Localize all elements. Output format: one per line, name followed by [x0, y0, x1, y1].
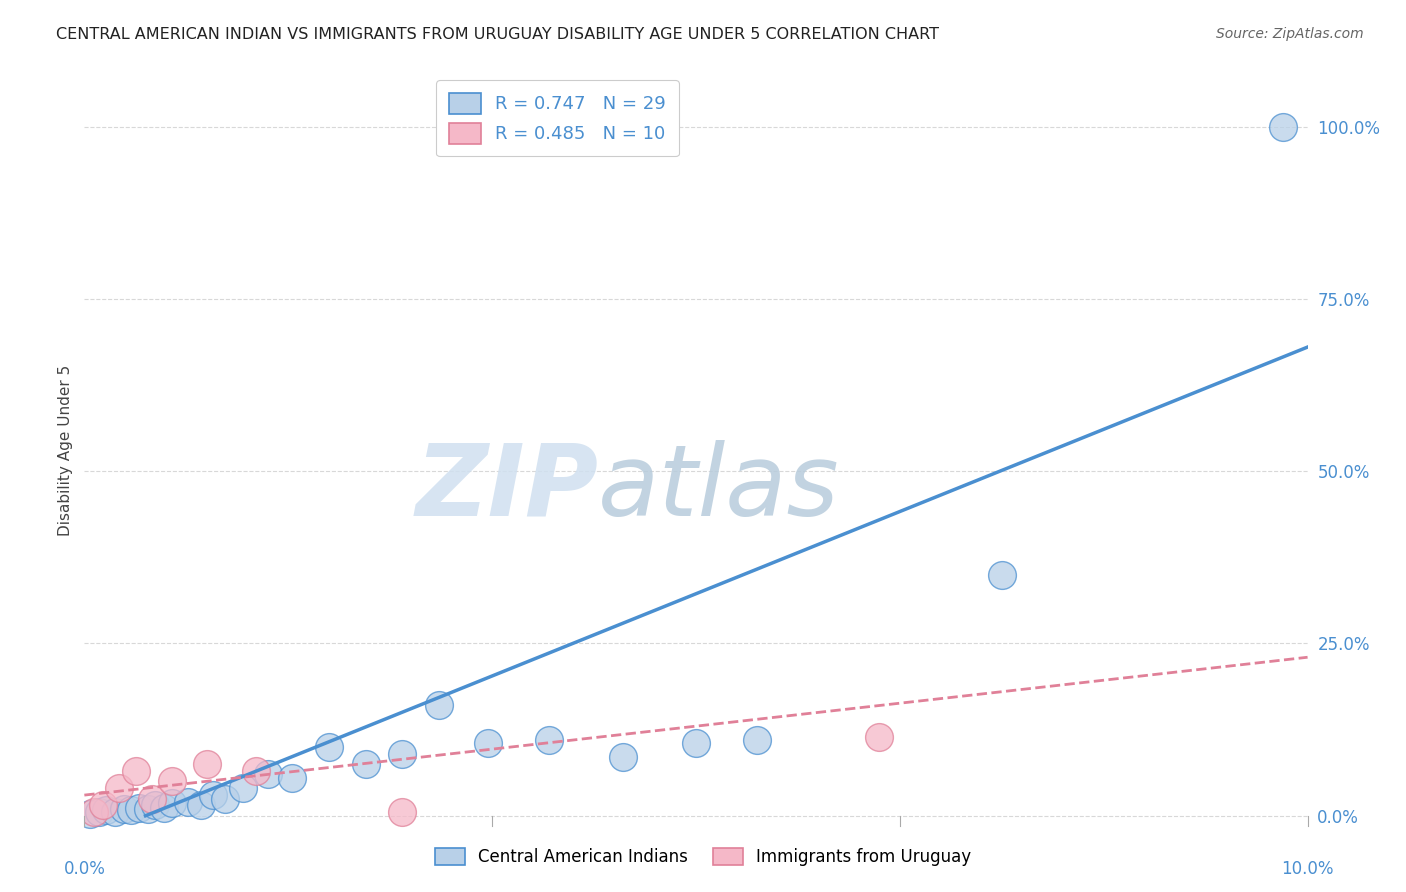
- Point: [87, 805, 110, 820]
- Point: [869, 730, 891, 744]
- Legend: R = 0.747   N = 29, R = 0.485   N = 10: R = 0.747 N = 29, R = 0.485 N = 10: [436, 80, 679, 156]
- Point: [685, 736, 707, 750]
- Point: [141, 791, 163, 805]
- Point: [991, 567, 1014, 582]
- Point: [120, 803, 142, 817]
- Point: [143, 798, 166, 813]
- Point: [153, 800, 176, 814]
- Point: [112, 802, 135, 816]
- Point: [538, 733, 561, 747]
- Point: [96, 803, 118, 817]
- Point: [427, 698, 450, 713]
- Text: ZIP: ZIP: [415, 440, 598, 537]
- Point: [104, 805, 127, 820]
- Point: [318, 739, 340, 754]
- Point: [747, 733, 769, 747]
- Point: [91, 798, 114, 813]
- Y-axis label: Disability Age Under 5: Disability Age Under 5: [58, 365, 73, 536]
- Point: [162, 774, 184, 789]
- Point: [177, 795, 200, 809]
- Point: [612, 750, 634, 764]
- Point: [190, 798, 212, 813]
- Legend: Central American Indians, Immigrants from Uruguay: Central American Indians, Immigrants fro…: [427, 841, 979, 873]
- Point: [136, 802, 159, 816]
- Point: [245, 764, 267, 778]
- Text: atlas: atlas: [598, 440, 839, 537]
- Point: [1272, 120, 1295, 134]
- Point: [125, 764, 148, 778]
- Text: 10.0%: 10.0%: [1281, 860, 1334, 878]
- Point: [257, 767, 280, 781]
- Point: [281, 771, 304, 785]
- Text: 0.0%: 0.0%: [63, 860, 105, 878]
- Point: [201, 788, 224, 802]
- Point: [391, 805, 413, 820]
- Point: [195, 757, 218, 772]
- Text: Source: ZipAtlas.com: Source: ZipAtlas.com: [1216, 27, 1364, 41]
- Point: [128, 800, 150, 814]
- Point: [391, 747, 413, 761]
- Point: [232, 781, 254, 796]
- Point: [162, 797, 184, 811]
- Point: [107, 781, 129, 796]
- Point: [79, 806, 101, 821]
- Text: CENTRAL AMERICAN INDIAN VS IMMIGRANTS FROM URUGUAY DISABILITY AGE UNDER 5 CORREL: CENTRAL AMERICAN INDIAN VS IMMIGRANTS FR…: [56, 27, 939, 42]
- Point: [354, 757, 377, 772]
- Point: [83, 805, 105, 820]
- Point: [214, 791, 236, 805]
- Point: [477, 736, 499, 750]
